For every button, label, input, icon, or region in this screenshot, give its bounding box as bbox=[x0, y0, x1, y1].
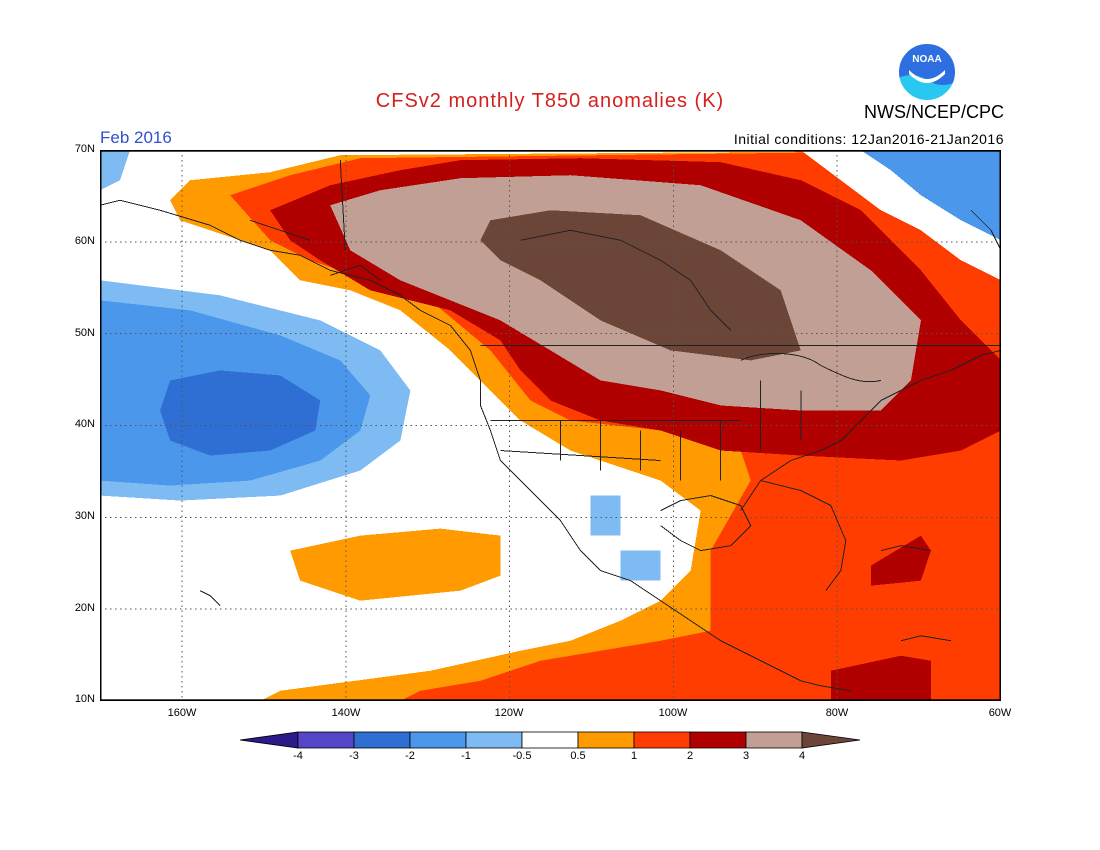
colorbar-segment bbox=[801, 731, 861, 749]
colorbar-segment bbox=[297, 731, 355, 749]
forecast-period: Feb 2016 bbox=[100, 128, 172, 147]
lon-label: 100W bbox=[658, 707, 688, 719]
agency-label: NWS/NCEP/CPC bbox=[863, 102, 1004, 122]
lon-label: 120W bbox=[494, 707, 524, 719]
colorbar-segment bbox=[689, 731, 747, 749]
anomaly-cool-mex bbox=[590, 495, 621, 536]
colorbar-segment bbox=[745, 731, 803, 749]
colorbar-tick-label: -0.5 bbox=[512, 750, 532, 762]
colorbar bbox=[240, 731, 861, 749]
gridlines bbox=[100, 150, 1001, 701]
logo-text: NOAA bbox=[912, 54, 941, 65]
colorbar-segment bbox=[409, 731, 467, 749]
colorbar-tick-label: -2 bbox=[405, 750, 415, 762]
lat-label: 10N bbox=[74, 693, 95, 705]
colorbar-tick-label: -4 bbox=[293, 750, 303, 762]
map-frame bbox=[100, 150, 1001, 701]
colorbar-tick-label: 2 bbox=[686, 750, 694, 762]
anomaly-warm-pac bbox=[290, 528, 501, 601]
anomaly-cold-ne-1 bbox=[860, 150, 1001, 241]
anomaly-cold-nw bbox=[100, 150, 131, 191]
anomaly-map bbox=[100, 150, 1001, 701]
colorbar-segment bbox=[633, 731, 691, 749]
anomaly-band-4 bbox=[480, 210, 801, 361]
colorbar-tick-label: 3 bbox=[742, 750, 750, 762]
colorbar-segment bbox=[240, 731, 299, 749]
noaa-logo: NOAA bbox=[897, 42, 957, 102]
lat-label: 20N bbox=[74, 602, 95, 614]
colorbar-segment bbox=[577, 731, 635, 749]
anomaly-cool-mex bbox=[620, 550, 661, 581]
colorbar-segment bbox=[521, 731, 579, 749]
colorbar-tick-label: 4 bbox=[798, 750, 806, 762]
chart-title: CFSv2 monthly T850 anomalies (K) bbox=[375, 90, 725, 112]
colorbar-tick-label: 0.5 bbox=[570, 750, 586, 762]
lat-label: 70N bbox=[74, 143, 95, 155]
colorbar-segment bbox=[465, 731, 523, 749]
anomaly-pocket-2 bbox=[830, 655, 931, 701]
lat-label: 40N bbox=[74, 418, 95, 430]
colorbar-tick-label: -3 bbox=[349, 750, 359, 762]
initial-conditions: Initial conditions: 12Jan2016-21Jan2016 bbox=[733, 131, 1004, 147]
lat-label: 60N bbox=[74, 235, 95, 247]
lon-label: 80W bbox=[825, 707, 849, 719]
lon-label: 160W bbox=[167, 707, 197, 719]
lon-label: 140W bbox=[331, 707, 361, 719]
lat-label: 30N bbox=[74, 510, 95, 522]
anomaly-cold-2 bbox=[160, 370, 321, 456]
lon-label: 60W bbox=[988, 707, 1012, 719]
lat-label: 50N bbox=[74, 327, 95, 339]
colorbar-segment bbox=[353, 731, 411, 749]
colorbar-tick-label: 1 bbox=[630, 750, 638, 762]
coastlines bbox=[100, 160, 1001, 692]
colorbar-tick-label: -1 bbox=[461, 750, 471, 762]
